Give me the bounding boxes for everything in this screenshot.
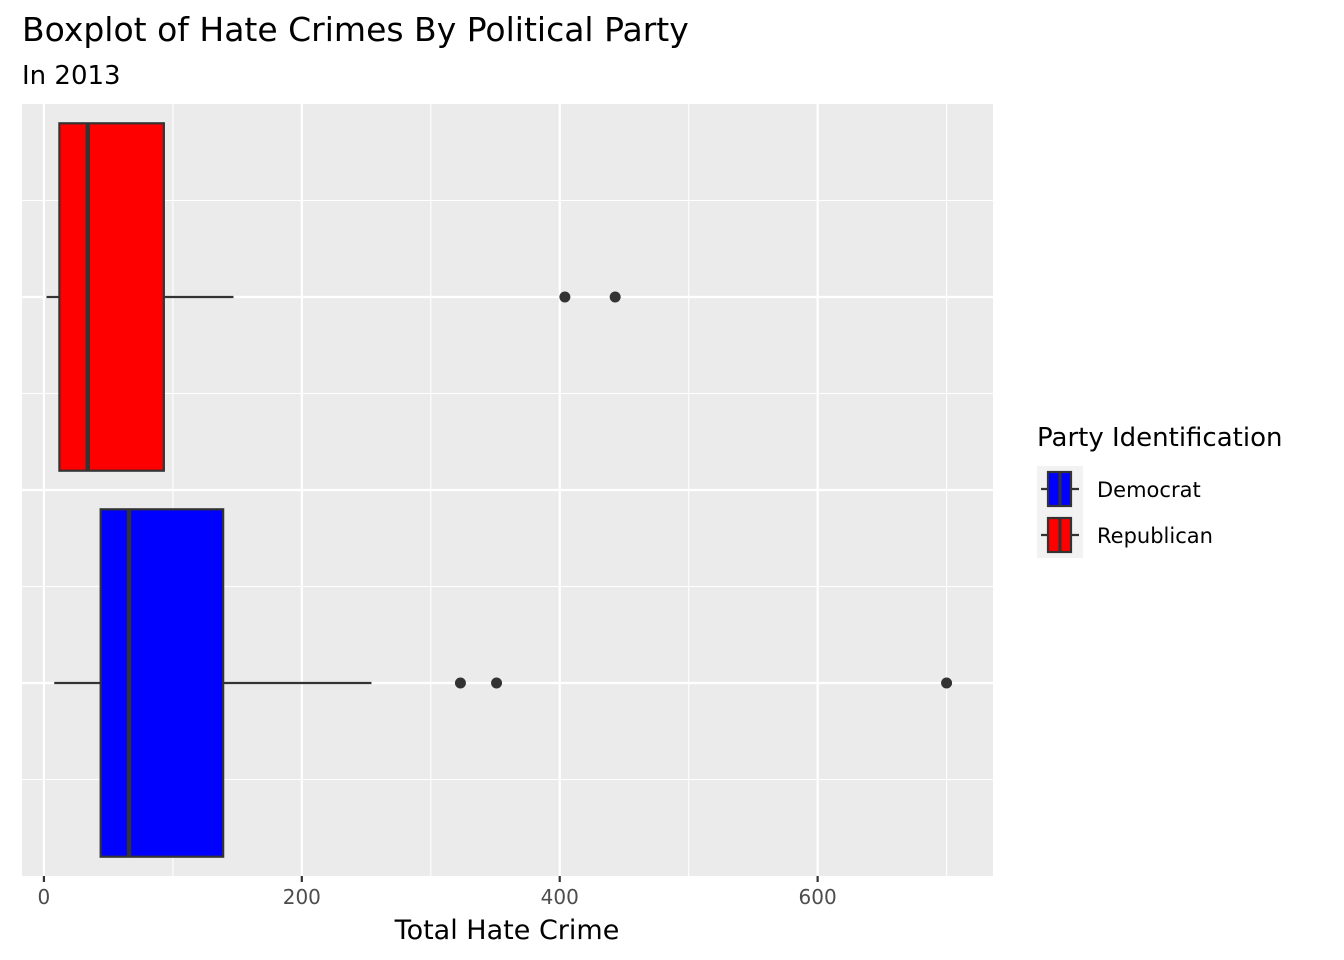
- x-axis: 0 200 400 600: [38, 876, 837, 909]
- x-tick-label: 0: [38, 885, 51, 909]
- x-tick-label: 600: [799, 885, 837, 909]
- chart-subtitle: In 2013: [22, 61, 121, 91]
- outlier-point: [559, 291, 571, 303]
- chart-title: Boxplot of Hate Crimes By Political Part…: [22, 10, 689, 49]
- legend: Party Identification Democrat Republican: [1037, 423, 1282, 558]
- iqr-box: [99, 508, 225, 858]
- box-democrat: [54, 508, 953, 858]
- x-tick-label: 400: [541, 885, 579, 909]
- box-republican: [46, 122, 621, 472]
- legend-label: Democrat: [1097, 478, 1201, 502]
- legend-item-republican: Republican: [1041, 516, 1213, 554]
- x-axis-title: Total Hate Crime: [394, 915, 620, 946]
- outlier-point: [941, 677, 953, 689]
- iqr-box: [58, 122, 165, 472]
- legend-label: Republican: [1097, 524, 1213, 548]
- outlier-point: [491, 677, 503, 689]
- legend-title: Party Identification: [1037, 423, 1282, 453]
- legend-item-democrat: Democrat: [1041, 470, 1201, 508]
- outlier-point: [609, 291, 621, 303]
- x-tick-label: 200: [283, 885, 321, 909]
- outlier-point: [454, 677, 466, 689]
- boxes-layer: [46, 122, 953, 858]
